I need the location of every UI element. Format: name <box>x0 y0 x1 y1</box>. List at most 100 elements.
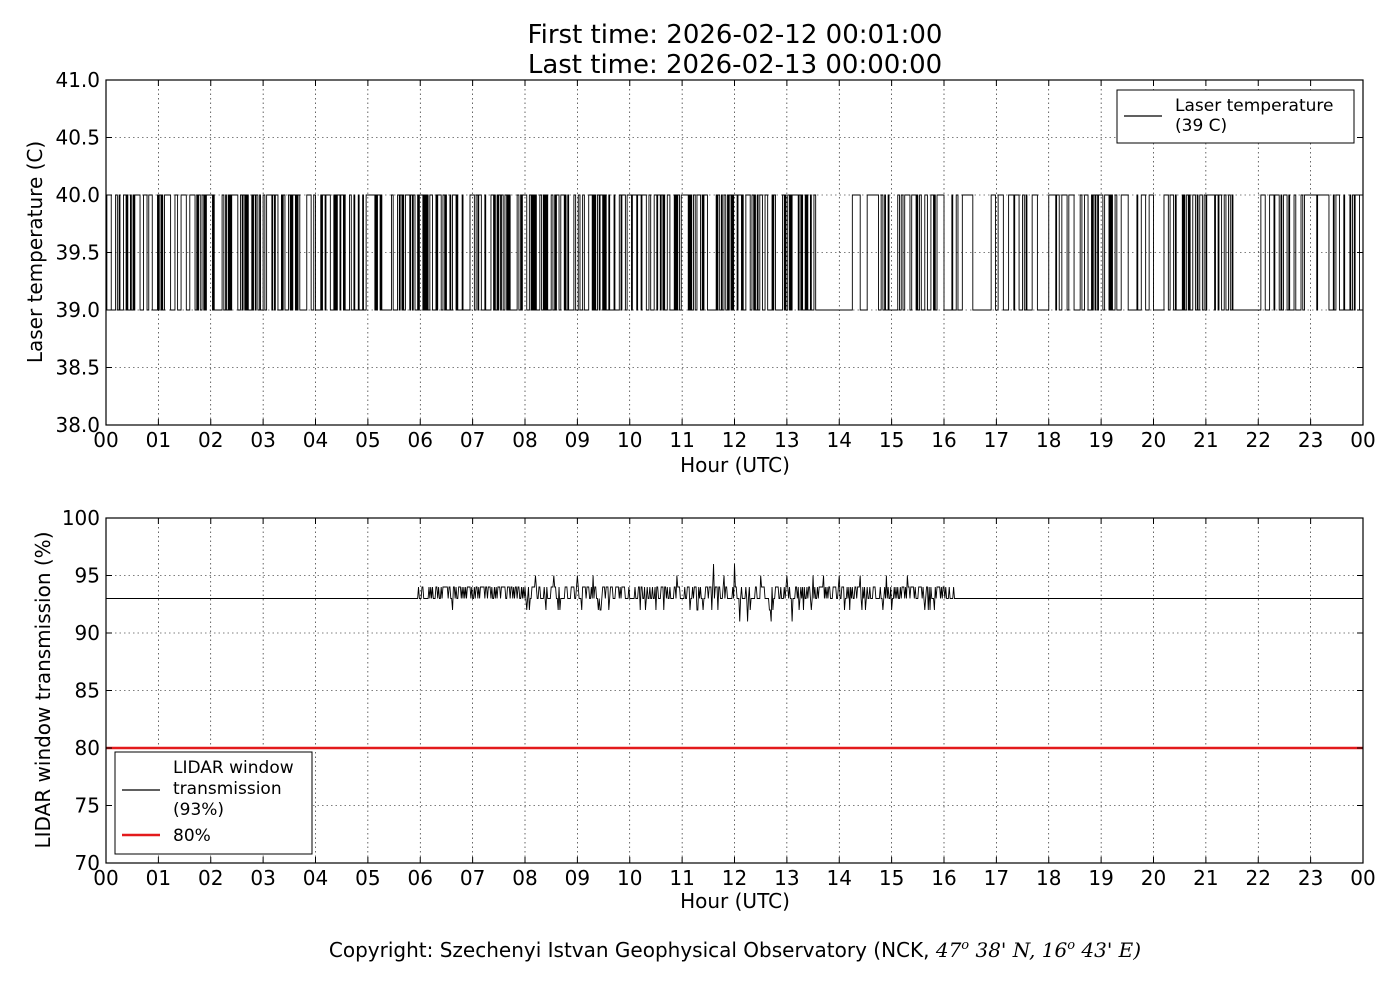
laser-temperature-line <box>106 194 1363 311</box>
laser-x-tick-label: 15 <box>879 428 904 452</box>
lidar-x-tick-label: 21 <box>1193 866 1218 890</box>
laser-x-tick-label: 05 <box>355 428 380 452</box>
lidar-transmission-series <box>106 563 1363 622</box>
laser-legend-label: Laser temperature (39 C) <box>1175 96 1339 136</box>
lidar-x-tick-label: 13 <box>774 866 799 890</box>
lidar-legend: LIDAR window transmission (93%) 80% <box>114 751 313 855</box>
lidar-y-tick-label: 100 <box>62 506 100 530</box>
laser-temperature-series <box>106 194 1363 311</box>
lidar-y-tick-label: 70 <box>75 851 100 875</box>
laser-y-tick-label: 40.5 <box>55 126 100 150</box>
longitude-degrees: 16 <box>1042 938 1068 962</box>
lidar-x-tick-label: 11 <box>669 866 694 890</box>
lidar-x-tick-label: 06 <box>408 866 433 890</box>
laser-x-tick-label: 00 <box>1350 428 1375 452</box>
lidar-x-tick-label: 18 <box>1036 866 1061 890</box>
laser-x-tick-label: 11 <box>669 428 694 452</box>
lidar-y-ticks: 70 75 80 85 90 95 100 <box>62 506 1363 875</box>
lidar-x-tick-label: 16 <box>931 866 956 890</box>
lidar-x-tick-label: 23 <box>1298 866 1323 890</box>
laser-legend: Laser temperature (39 C) <box>1116 89 1355 144</box>
lidar-x-tick-label: 22 <box>1246 866 1271 890</box>
lidar-y-tick-label: 80 <box>75 736 100 760</box>
lidar-x-tick-label: 05 <box>355 866 380 890</box>
longitude-degree-symbol: o <box>1067 938 1075 953</box>
laser-y-tick-label: 39.5 <box>55 241 100 265</box>
laser-x-tick-label: 19 <box>1088 428 1113 452</box>
lidar-legend-line-1: LIDAR window <box>173 758 294 778</box>
laser-x-tick-label: 10 <box>617 428 642 452</box>
laser-x-tick-label: 23 <box>1298 428 1323 452</box>
laser-x-tick-label: 01 <box>146 428 171 452</box>
lidar-x-tick-label: 07 <box>460 866 485 890</box>
lidar-x-ticks: 00 01 02 03 04 05 06 07 08 09 10 11 12 13 14 15 16 17 18 19… <box>93 518 1376 890</box>
laser-x-tick-label: 16 <box>931 428 956 452</box>
lidar-legend-label: LIDAR window transmission (93%) <box>173 758 299 820</box>
laser-x-tick-label: 13 <box>774 428 799 452</box>
lidar-x-tick-label: 20 <box>1141 866 1166 890</box>
laser-x-tick-label: 20 <box>1141 428 1166 452</box>
laser-x-tick-label: 14 <box>827 428 852 452</box>
lidar-x-tick-label: 09 <box>565 866 590 890</box>
lidar-transmission-panel: 70 75 80 85 90 95 100 00 01 02 03 04 05 06 07 08 09 10 11… <box>31 506 1376 913</box>
laser-x-tick-label: 03 <box>250 428 275 452</box>
laser-y-ticks: 38.0 38.5 39.0 39.5 40.0 40.5 41.0 <box>55 68 1363 437</box>
lidar-x-tick-label: 00 <box>93 866 118 890</box>
latitude-degrees: 47 <box>935 938 962 962</box>
lidar-legend-box <box>114 751 313 855</box>
lidar-y-tick-label: 85 <box>75 679 100 703</box>
laser-y-tick-label: 38.0 <box>55 413 100 437</box>
lidar-x-tick-label: 15 <box>879 866 904 890</box>
laser-x-axis-label: Hour (UTC) <box>680 453 790 477</box>
lidar-y-tick-label: 75 <box>75 794 100 818</box>
latitude-degree-symbol: o <box>961 938 969 953</box>
lidar-x-tick-label: 04 <box>303 866 328 890</box>
lidar-x-tick-label: 01 <box>146 866 171 890</box>
first-time-title: First time: 2026-02-12 00:01:00 <box>528 20 943 50</box>
laser-x-tick-label: 09 <box>565 428 590 452</box>
laser-x-tick-label: 08 <box>512 428 537 452</box>
laser-x-tick-label: 02 <box>198 428 223 452</box>
latitude-minutes-value: 38' N, <box>975 938 1041 962</box>
laser-x-tick-label: 04 <box>303 428 328 452</box>
laser-legend-line-1: Laser temperature <box>1175 96 1333 116</box>
lidar-legend-line-2: transmission <box>173 779 282 799</box>
laser-x-tick-label: 22 <box>1246 428 1271 452</box>
lidar-y-axis-label: LIDAR window transmission (%) <box>31 532 55 849</box>
lidar-y-tick-label: 95 <box>75 564 100 588</box>
laser-x-tick-label: 21 <box>1193 428 1218 452</box>
laser-x-ticks: 00 01 02 03 04 05 06 07 08 09 10 11 12 13 14 15 16 17 18 19… <box>93 80 1376 452</box>
lidar-x-tick-label: 02 <box>198 866 223 890</box>
threshold-legend-label: 80% <box>173 826 211 846</box>
lidar-grid <box>106 518 1363 863</box>
laser-x-tick-label: 18 <box>1036 428 1061 452</box>
lidar-x-tick-label: 03 <box>250 866 275 890</box>
lidar-x-tick-label: 17 <box>984 866 1009 890</box>
laser-y-tick-label: 41.0 <box>55 68 100 92</box>
lidar-x-tick-label: 08 <box>512 866 537 890</box>
laser-x-tick-label: 12 <box>722 428 747 452</box>
laser-y-tick-label: 38.5 <box>55 356 100 380</box>
copyright-text: Copyright: Szechenyi Istvan Geophysical … <box>329 938 1141 962</box>
laser-x-tick-label: 17 <box>984 428 1009 452</box>
lidar-y-tick-label: 90 <box>75 621 100 645</box>
lidar-x-tick-label: 14 <box>827 866 852 890</box>
laser-x-tick-label: 07 <box>460 428 485 452</box>
laser-x-tick-label: 06 <box>408 428 433 452</box>
laser-y-axis-label: Laser temperature (C) <box>23 141 47 363</box>
laser-temperature-panel: 38.038.539.039.540.040.541.0 00 01 02 03 04 0… <box>23 68 1376 477</box>
laser-x-tick-label: 00 <box>93 428 118 452</box>
lidar-x-tick-label: 00 <box>1350 866 1375 890</box>
lidar-x-tick-label: 10 <box>617 866 642 890</box>
longitude-minutes: 43' E) <box>1080 938 1141 962</box>
laser-y-tick-label: 40.0 <box>55 183 100 207</box>
last-time-title: Last time: 2026-02-13 00:00:00 <box>528 50 942 80</box>
lidar-transmission-line <box>106 563 1363 622</box>
laser-y-tick-label: 39.0 <box>55 298 100 322</box>
copyright-prefix: Copyright: Szechenyi Istvan Geophysical … <box>329 938 936 962</box>
laser-legend-line-2: (39 C) <box>1175 116 1227 136</box>
lidar-x-tick-label: 19 <box>1088 866 1113 890</box>
lidar-x-tick-label: 12 <box>722 866 747 890</box>
